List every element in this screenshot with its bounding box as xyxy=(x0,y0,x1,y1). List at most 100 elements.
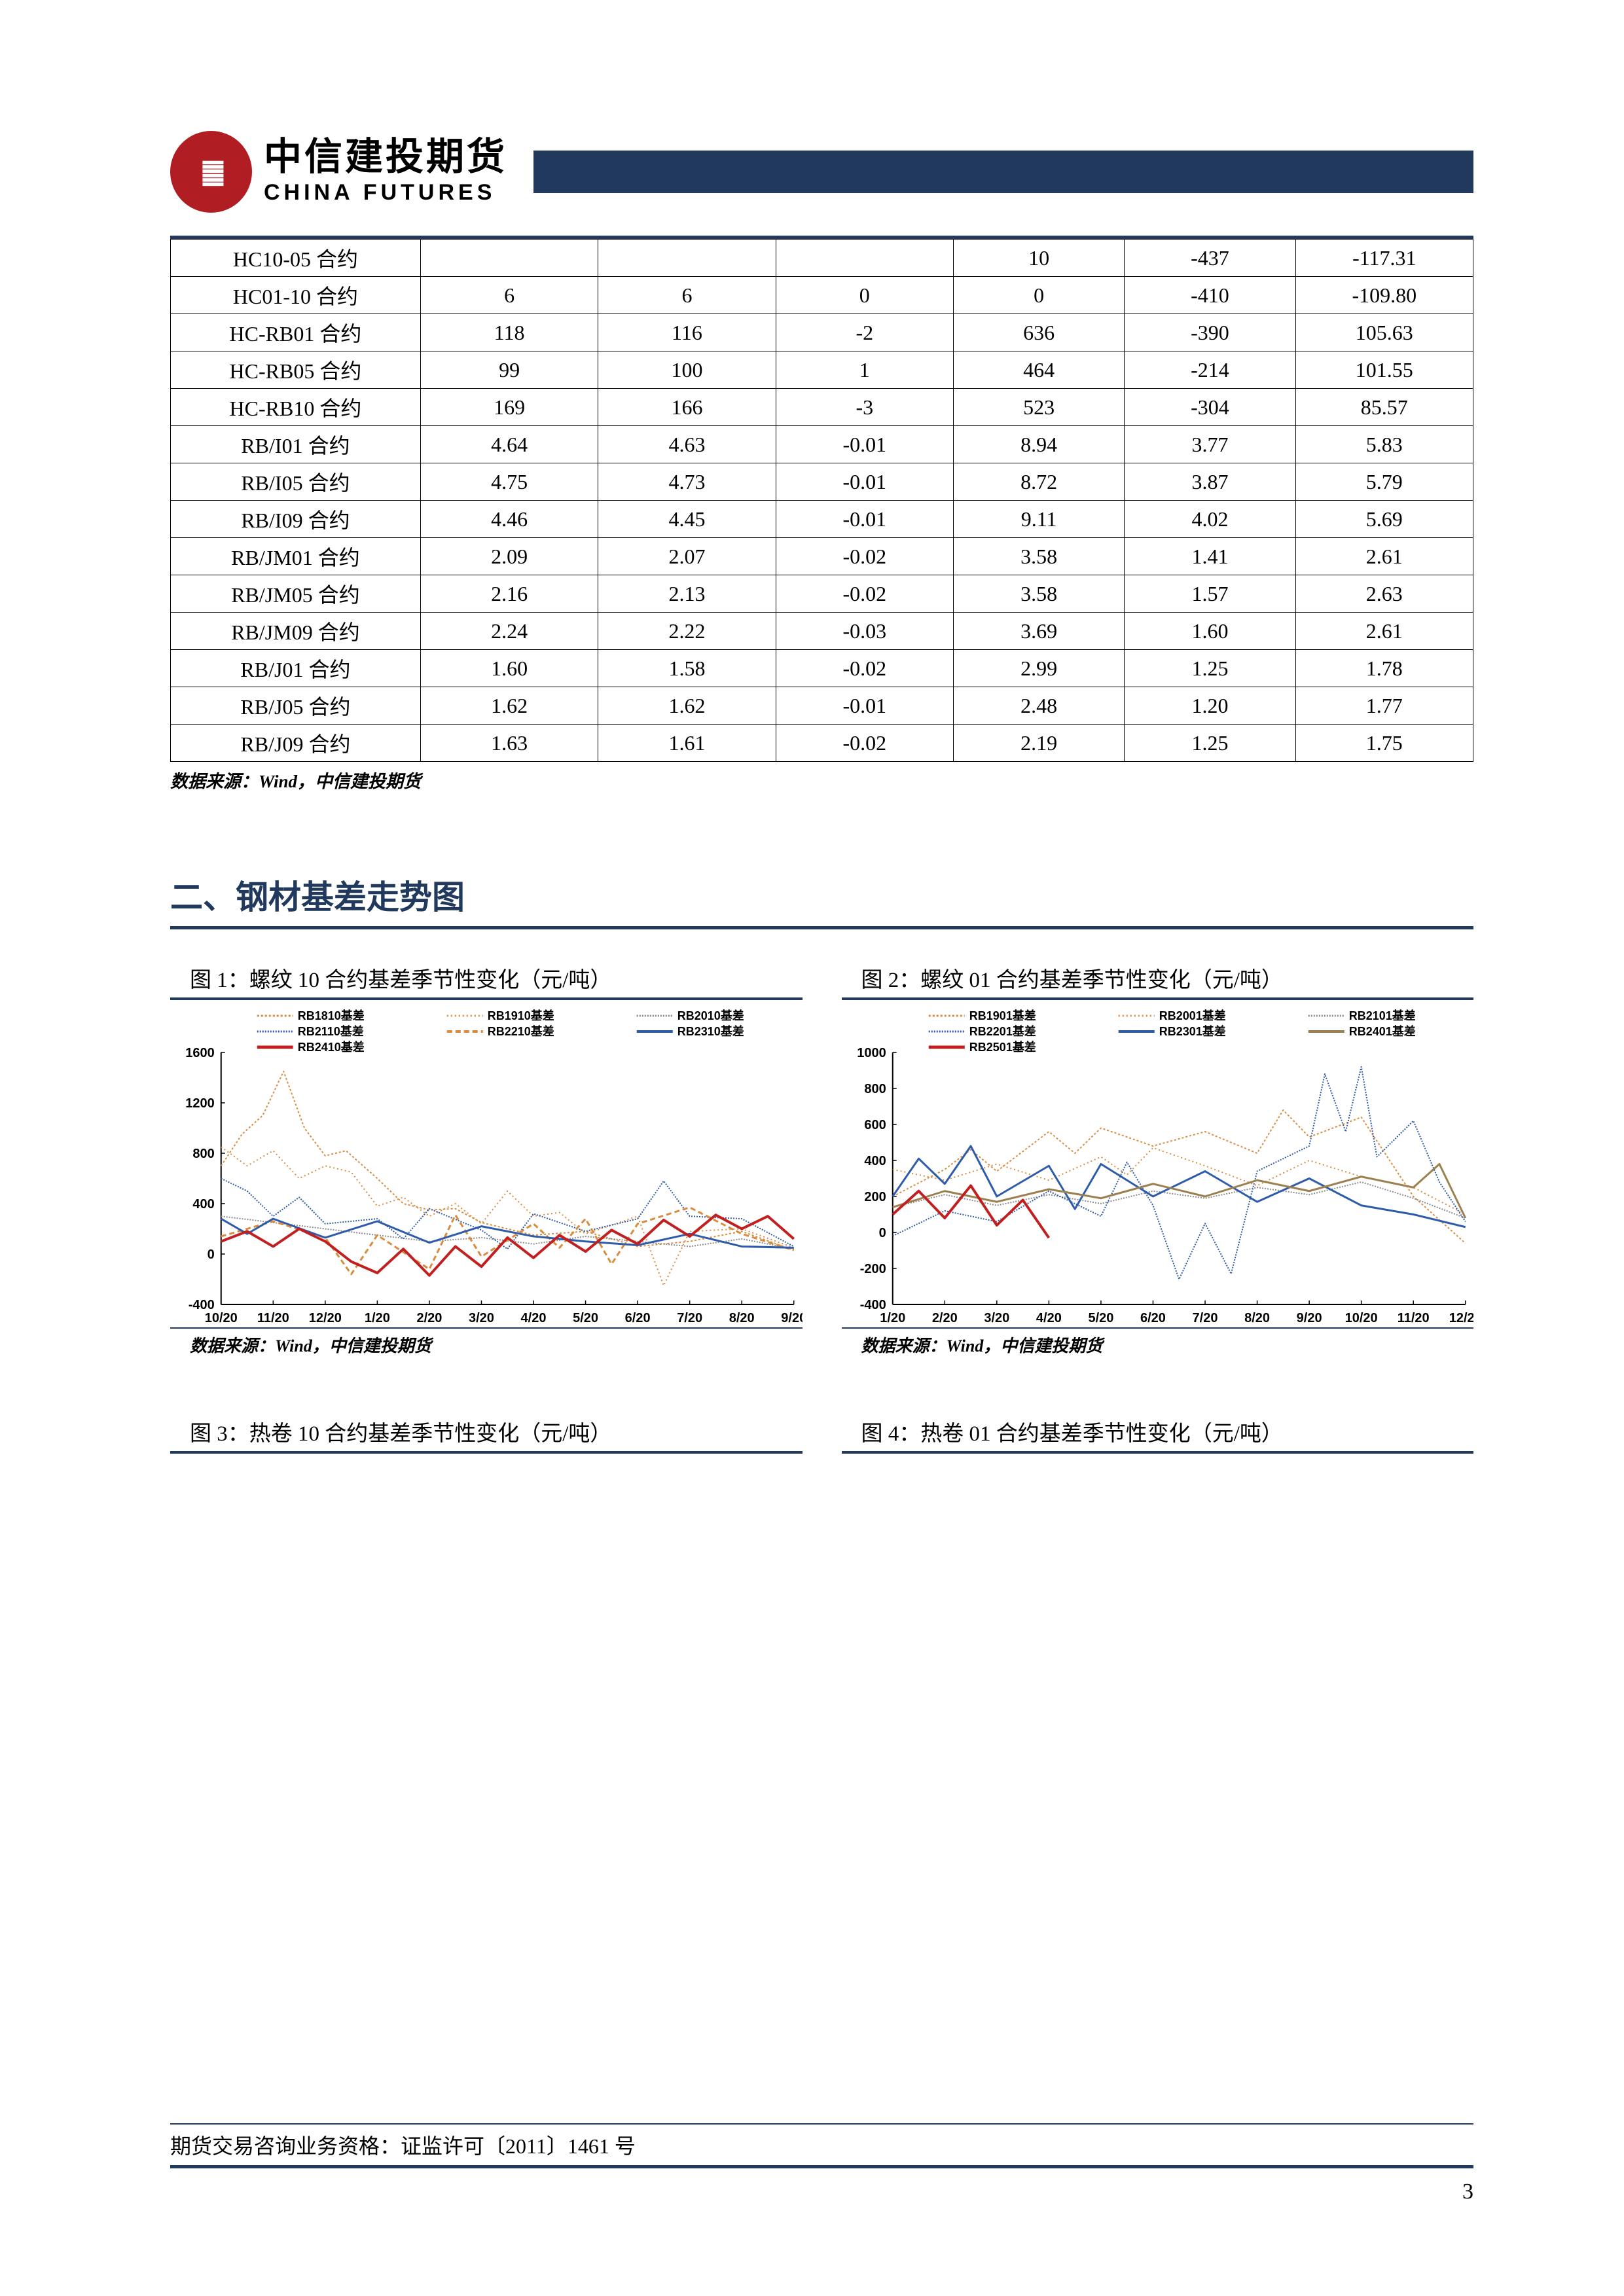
svg-text:3/20: 3/20 xyxy=(984,1311,1009,1325)
table-cell: -0.02 xyxy=(776,725,953,762)
table-cell: 4.73 xyxy=(598,463,776,501)
table-cell: 2.09 xyxy=(420,538,598,575)
table-cell: 0 xyxy=(776,277,953,314)
table-cell: 3.69 xyxy=(953,613,1124,650)
svg-text:8/20: 8/20 xyxy=(729,1311,755,1325)
svg-text:4/20: 4/20 xyxy=(521,1311,547,1325)
svg-text:9/20: 9/20 xyxy=(781,1311,802,1325)
table-cell: 1.63 xyxy=(420,725,598,762)
svg-text:0: 0 xyxy=(208,1247,215,1262)
chart-1-source: 数据来源：Wind，中信建投期货 xyxy=(170,1333,803,1357)
table-cell: 2.61 xyxy=(1295,538,1473,575)
table-cell: 10 xyxy=(953,240,1124,277)
table-cell: 1.41 xyxy=(1125,538,1295,575)
table-cell: 636 xyxy=(953,314,1124,351)
svg-text:-200: -200 xyxy=(859,1262,886,1276)
svg-text:1000: 1000 xyxy=(857,1046,886,1060)
table-cell: 8.72 xyxy=(953,463,1124,501)
svg-text:RB2201基差: RB2201基差 xyxy=(969,1024,1036,1038)
table-cell: 4.46 xyxy=(420,501,598,538)
table-cell: 3.58 xyxy=(953,575,1124,613)
table-cell: RB/J05 合约 xyxy=(171,687,421,725)
svg-text:RB2101基差: RB2101基差 xyxy=(1348,1009,1415,1022)
table-cell: 1.25 xyxy=(1125,650,1295,687)
table-cell: 1.77 xyxy=(1295,687,1473,725)
svg-text:RB2501基差: RB2501基差 xyxy=(969,1040,1036,1054)
chart-2-title: 图 2：螺纹 01 合约基差季节性变化（元/吨） xyxy=(842,962,1474,994)
table-cell: 1.58 xyxy=(598,650,776,687)
table-cell: 4.64 xyxy=(420,426,598,463)
table-cell: 116 xyxy=(598,314,776,351)
table-cell: 523 xyxy=(953,389,1124,426)
svg-text:600: 600 xyxy=(864,1118,886,1132)
table-cell: 2.99 xyxy=(953,650,1124,687)
table-cell: 8.94 xyxy=(953,426,1124,463)
svg-text:RB2301基差: RB2301基差 xyxy=(1159,1024,1225,1038)
table-cell: 1.20 xyxy=(1125,687,1295,725)
footer-text: 期货交易咨询业务资格：证监许可〔2011〕1461 号 xyxy=(170,2130,1473,2160)
table-cell: 2.13 xyxy=(598,575,776,613)
svg-text:1600: 1600 xyxy=(185,1046,215,1060)
table-cell: 2.48 xyxy=(953,687,1124,725)
table-cell: 6 xyxy=(420,277,598,314)
page-number: 3 xyxy=(1462,2179,1473,2204)
svg-text:9/20: 9/20 xyxy=(1296,1311,1322,1325)
table-cell: 464 xyxy=(953,351,1124,389)
table-cell: HC-RB10 合约 xyxy=(171,389,421,426)
chart-4-title: 图 4：热卷 01 合约基差季节性变化（元/吨） xyxy=(842,1416,1474,1447)
header-bar xyxy=(533,151,1473,193)
table-cell: HC01-10 合约 xyxy=(171,277,421,314)
table-cell: 9.11 xyxy=(953,501,1124,538)
chart-1-svg: RB1810基差RB1910基差RB2010基差RB2110基差RB2210基差… xyxy=(170,1007,803,1327)
section-title: 二、钢材基差走势图 xyxy=(170,871,1473,918)
svg-text:RB1810基差: RB1810基差 xyxy=(298,1009,365,1022)
table-cell: 1.57 xyxy=(1125,575,1295,613)
svg-text:1200: 1200 xyxy=(185,1096,215,1111)
table-cell: -437 xyxy=(1125,240,1295,277)
logo: ䷀ 中信建投期货 CHINA FUTURES xyxy=(170,131,507,213)
charts-row-1: 图 1：螺纹 10 合约基差季节性变化（元/吨） RB1810基差RB1910基… xyxy=(170,962,1473,1357)
table-cell: 105.63 xyxy=(1295,314,1473,351)
svg-text:RB1901基差: RB1901基差 xyxy=(969,1009,1036,1022)
chart-2-source: 数据来源：Wind，中信建投期货 xyxy=(842,1333,1474,1357)
table-cell: 4.75 xyxy=(420,463,598,501)
svg-text:6/20: 6/20 xyxy=(625,1311,651,1325)
table-cell: 100 xyxy=(598,351,776,389)
svg-text:-400: -400 xyxy=(189,1298,215,1312)
table-cell: 3.87 xyxy=(1125,463,1295,501)
chart-3-title: 图 3：热卷 10 合约基差季节性变化（元/吨） xyxy=(170,1416,803,1447)
table-cell: 2.22 xyxy=(598,613,776,650)
svg-text:0: 0 xyxy=(878,1226,886,1240)
table-cell: -390 xyxy=(1125,314,1295,351)
table-cell: 169 xyxy=(420,389,598,426)
table-cell: RB/JM01 合约 xyxy=(171,538,421,575)
table-cell: 1.25 xyxy=(1125,725,1295,762)
svg-text:7/20: 7/20 xyxy=(677,1311,702,1325)
table-cell: -0.02 xyxy=(776,538,953,575)
svg-text:200: 200 xyxy=(864,1190,886,1204)
table-cell: HC10-05 合约 xyxy=(171,240,421,277)
svg-text:6/20: 6/20 xyxy=(1140,1311,1166,1325)
table-cell: RB/JM09 合约 xyxy=(171,613,421,650)
svg-text:10/20: 10/20 xyxy=(1344,1311,1377,1325)
charts-row-2: 图 3：热卷 10 合约基差季节性变化（元/吨） 图 4：热卷 01 合约基差季… xyxy=(170,1416,1473,1460)
chart-2: 图 2：螺纹 01 合约基差季节性变化（元/吨） RB1901基差RB2001基… xyxy=(842,962,1474,1357)
svg-text:8/20: 8/20 xyxy=(1244,1311,1270,1325)
chart-3: 图 3：热卷 10 合约基差季节性变化（元/吨） xyxy=(170,1416,803,1460)
svg-text:RB2310基差: RB2310基差 xyxy=(677,1024,744,1038)
logo-text-en: CHINA FUTURES xyxy=(264,180,507,206)
table-cell: -117.31 xyxy=(1295,240,1473,277)
chart-2-svg: RB1901基差RB2001基差RB2101基差RB2201基差RB2301基差… xyxy=(842,1007,1474,1327)
table-cell: 2.07 xyxy=(598,538,776,575)
table-cell: 2.24 xyxy=(420,613,598,650)
spread-table: HC10-05 合约10-437-117.31HC01-10 合约6600-41… xyxy=(170,239,1473,762)
table-cell: 85.57 xyxy=(1295,389,1473,426)
table-cell: 1.62 xyxy=(420,687,598,725)
table-cell: -304 xyxy=(1125,389,1295,426)
table-cell: -410 xyxy=(1125,277,1295,314)
svg-text:12/20: 12/20 xyxy=(309,1311,342,1325)
table-cell: 2.19 xyxy=(953,725,1124,762)
table-cell: -0.02 xyxy=(776,650,953,687)
svg-text:10/20: 10/20 xyxy=(205,1311,238,1325)
svg-text:3/20: 3/20 xyxy=(469,1311,494,1325)
